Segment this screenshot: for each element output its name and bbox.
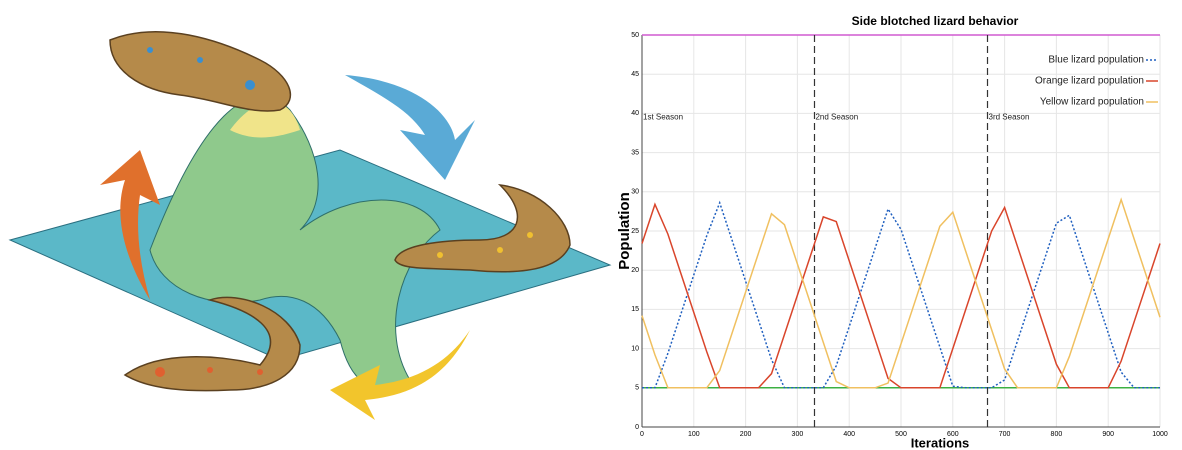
legend-label: Orange lizard population (1035, 76, 1144, 87)
y-tick-label: 25 (631, 228, 639, 235)
spot (155, 367, 165, 377)
y-tick-label: 15 (631, 306, 639, 313)
annotation: 3rd Season (989, 113, 1030, 122)
spot (197, 57, 203, 63)
x-tick-label: 500 (895, 431, 907, 438)
x-tick-label: 600 (947, 431, 959, 438)
spot (207, 367, 213, 373)
page: {"chart_data": {"type": "line", "title":… (0, 0, 1182, 450)
annotation: 1st Season (643, 113, 683, 122)
x-tick-label: 1000 (1152, 431, 1168, 438)
x-tick-label: 700 (999, 431, 1011, 438)
legend-label: Yellow lizard population (1040, 97, 1144, 108)
x-tick-label: 100 (688, 431, 700, 438)
x-tick-label: 900 (1102, 431, 1114, 438)
spot (527, 232, 533, 238)
illustration (0, 0, 615, 450)
x-tick-label: 200 (740, 431, 752, 438)
x-tick-label: 0 (640, 431, 644, 438)
spot (147, 47, 153, 53)
x-tick-label: 800 (1051, 431, 1063, 438)
spot (437, 252, 443, 258)
y-tick-label: 20 (631, 267, 639, 274)
x-tick-label: 300 (792, 431, 804, 438)
spot (257, 369, 263, 375)
chart: Side blotched lizard behavior Iterations… (615, 0, 1182, 450)
annotation: 2nd Season (815, 113, 858, 122)
legend-label: Blue lizard population (1048, 55, 1144, 66)
y-tick-label: 30 (631, 189, 639, 196)
x-axis-label: Iterations (911, 435, 970, 450)
y-tick-label: 5 (635, 385, 639, 392)
y-tick-label: 40 (631, 110, 639, 117)
x-tick-label: 400 (843, 431, 855, 438)
spot (497, 247, 503, 253)
y-tick-label: 10 (631, 345, 639, 352)
spot (245, 80, 255, 90)
lizard-blue (110, 32, 290, 111)
y-tick-label: 35 (631, 149, 639, 156)
y-tick-label: 45 (631, 71, 639, 78)
y-tick-label: 50 (631, 32, 639, 39)
y-tick-label: 0 (635, 424, 639, 431)
chart-title: Side blotched lizard behavior (852, 14, 1019, 28)
